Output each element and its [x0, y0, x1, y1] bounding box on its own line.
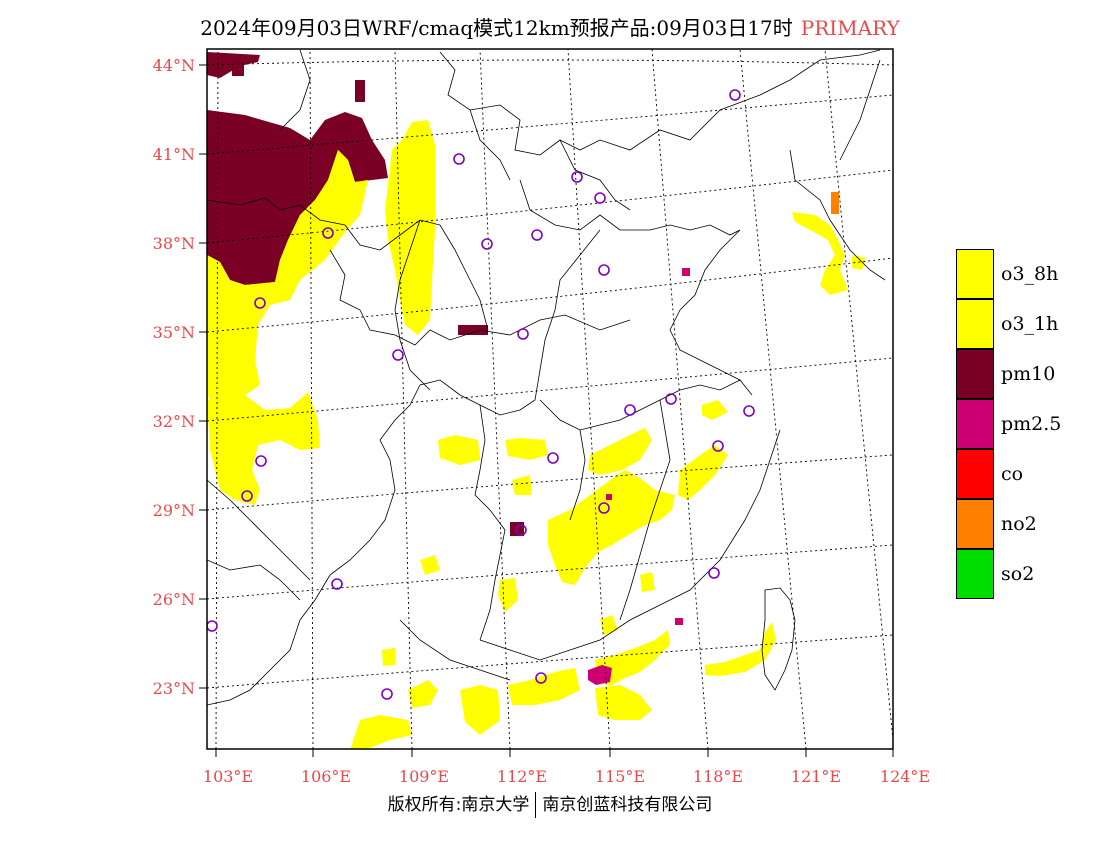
- legend-swatch: [956, 549, 994, 599]
- legend-swatch: [956, 499, 994, 549]
- copyright-left: 版权所有:南京大学: [387, 795, 530, 815]
- lat-label: 41°N: [153, 145, 195, 164]
- legend-swatch: [956, 449, 994, 499]
- lat-label: 35°N: [153, 323, 195, 342]
- axis-ticks: [199, 64, 894, 757]
- legend-label: no2: [1001, 513, 1037, 535]
- lon-label: 118°E: [693, 767, 743, 786]
- lon-label: 124°E: [880, 767, 930, 786]
- lon-label: 112°E: [497, 767, 547, 786]
- graticule: [207, 49, 893, 749]
- legend-swatch: [956, 399, 994, 449]
- station-markers: [207, 89, 755, 700]
- lon-label: 121°E: [791, 767, 841, 786]
- legend-label: so2: [1001, 563, 1035, 585]
- map-frame: [206, 48, 894, 750]
- lat-label: 44°N: [153, 56, 195, 75]
- lon-label: 103°E: [203, 767, 253, 786]
- legend-label: co: [1001, 463, 1024, 485]
- lat-label: 23°N: [153, 679, 195, 698]
- no2-areas: [831, 192, 839, 214]
- legend-label: o3_8h: [1001, 263, 1059, 285]
- lat-label: 26°N: [153, 590, 195, 609]
- lon-labels: 103°E 106°E 109°E 112°E 115°E 118°E 121°…: [203, 767, 930, 786]
- pm25-areas: [588, 268, 690, 685]
- legend-label: o3_1h: [1001, 313, 1059, 335]
- lat-label: 32°N: [153, 412, 195, 431]
- lon-label: 106°E: [301, 767, 351, 786]
- legend-swatch: [956, 249, 994, 299]
- lat-label: 29°N: [153, 501, 195, 520]
- boundaries: [207, 49, 886, 706]
- footer-separator: [535, 792, 537, 818]
- lon-label: 109°E: [399, 767, 449, 786]
- title-tag: PRIMARY: [800, 16, 900, 40]
- lon-label: 115°E: [595, 767, 645, 786]
- lat-labels: 44°N 41°N 38°N 35°N 32°N 29°N 26°N 23°N: [153, 56, 195, 698]
- copyright-right: 南京创蓝科技有限公司: [542, 795, 713, 815]
- legend-swatch: [956, 349, 994, 399]
- lat-label: 38°N: [153, 234, 195, 253]
- copyright-footer: 版权所有:南京大学 南京创蓝科技有限公司: [0, 790, 1100, 818]
- map-title: 2024年09月03日WRF/cmaq模式12km预报产品:09月03日17时 P…: [0, 12, 1100, 41]
- legend-label: pm2.5: [1001, 413, 1062, 435]
- o3-areas: [207, 120, 866, 749]
- pm10-areas: [207, 52, 524, 536]
- legend-label: pm10: [1001, 363, 1056, 385]
- map-content: [207, 49, 893, 749]
- title-text: 2024年09月03日WRF/cmaq模式12km预报产品:09月03日17时: [200, 16, 793, 40]
- legend-swatch: [956, 299, 994, 349]
